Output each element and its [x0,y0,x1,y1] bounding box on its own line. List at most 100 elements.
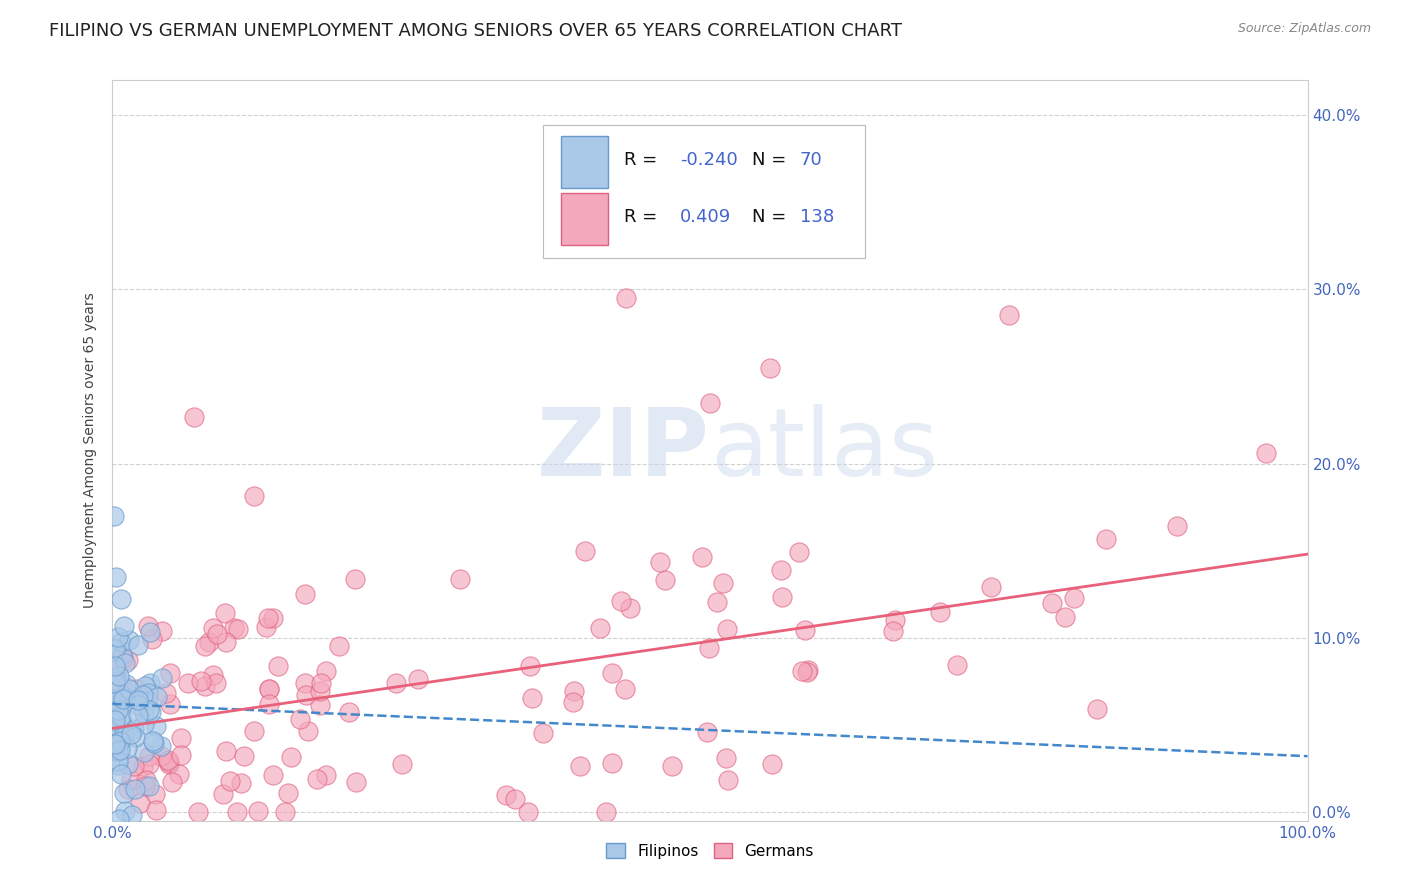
Point [277,786,299,800]
Point [257,682,280,697]
Point [661,759,683,773]
Point [519,658,541,673]
Point [588,622,610,636]
Point [150,671,173,685]
Point [107,744,129,758]
Point [294,587,316,601]
Point [110,711,132,725]
Point [1166,519,1188,533]
Point [101,691,124,706]
Point [569,759,592,773]
Point [127,638,149,652]
Point [759,360,782,375]
Point [105,570,128,584]
Point [650,555,672,569]
Point [243,723,266,738]
Point [117,653,139,667]
Point [697,641,720,656]
Point [110,766,132,780]
Point [139,624,162,639]
Point [257,698,280,712]
Point [797,663,820,677]
Point [124,782,146,797]
Point [517,805,540,819]
Point [690,549,713,564]
Point [149,739,172,753]
Point [194,679,217,693]
Point [138,756,160,771]
Point [215,744,238,758]
Point [562,695,585,709]
Point [103,744,125,758]
Point [600,756,623,771]
Point [294,676,316,690]
Point [104,676,127,690]
Point [104,714,127,728]
Point [157,755,180,769]
Point [946,658,969,673]
Point [107,754,129,768]
Point [1085,701,1108,715]
Point [111,648,134,662]
Point [233,749,256,764]
Text: 70: 70 [800,152,823,169]
Point [139,676,162,690]
Point [108,812,131,826]
Point [595,805,617,819]
Point [159,698,181,712]
Point [717,772,740,787]
Point [226,622,249,636]
Point [183,409,205,424]
Point [212,787,235,801]
Point [110,735,132,749]
Point [406,672,429,686]
Point [136,694,159,708]
Point [616,291,638,305]
Point [1256,445,1278,459]
Point [711,576,734,591]
Point [309,676,332,690]
Point [305,772,328,786]
Point [124,682,146,697]
Point [124,731,146,745]
Point [107,630,129,644]
Point [110,635,132,649]
Point [150,748,173,763]
Point [315,768,337,782]
Point [214,606,236,620]
Point [787,544,810,558]
Point [124,723,146,737]
Point [998,309,1021,323]
Point [112,786,135,800]
Point [110,709,132,723]
Point [769,563,792,577]
Point [120,772,142,787]
Point [790,664,813,678]
Point [449,572,471,586]
Point [104,674,127,689]
Point [343,572,366,586]
Point [243,489,266,503]
Point [308,698,330,713]
Point [134,779,156,793]
Point [520,690,543,705]
Point [112,689,135,703]
Point [143,787,166,801]
Point [794,623,817,637]
Point [115,741,138,756]
Point [297,724,319,739]
Point [706,595,728,609]
Point [132,688,155,702]
Point [222,621,245,635]
Point [105,663,128,677]
Point [495,788,517,802]
Text: FILIPINO VS GERMAN UNEMPLOYMENT AMONG SENIORS OVER 65 YEARS CORRELATION CHART: FILIPINO VS GERMAN UNEMPLOYMENT AMONG SE… [49,22,903,40]
Point [309,684,332,698]
Point [114,804,136,818]
Point [114,656,136,670]
Point [112,691,135,706]
Point [716,622,738,636]
Point [138,704,160,718]
Point [254,620,277,634]
Point [194,640,217,654]
